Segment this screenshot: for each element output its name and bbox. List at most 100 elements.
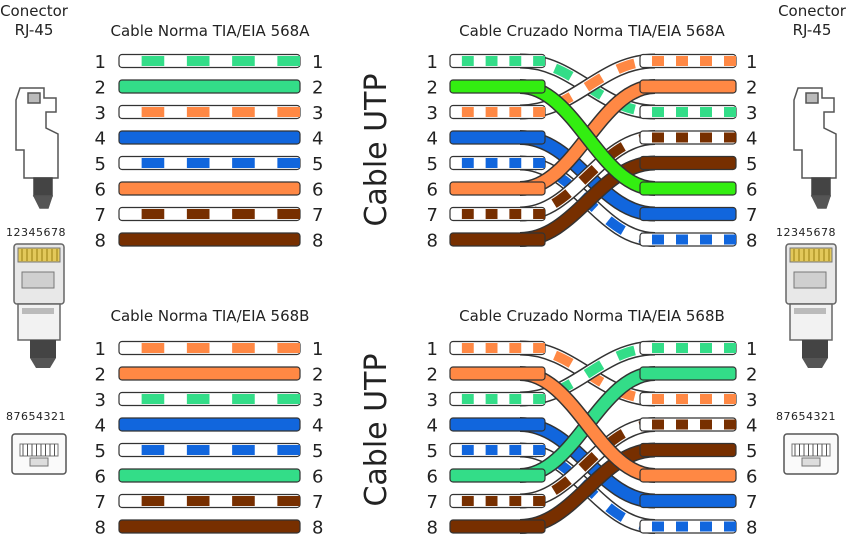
pin-order-bottom: 87654321: [6, 410, 66, 423]
solid-wire: [118, 181, 301, 196]
pin-number: 6: [746, 180, 757, 201]
pin-number: 2: [427, 78, 438, 99]
solid-wire: [449, 181, 546, 196]
pin-number: 5: [312, 441, 323, 462]
pin-number: 6: [427, 467, 438, 488]
solid-wire: [449, 79, 546, 94]
right-connector-column: Conector RJ-45 12345678 87654321: [776, 2, 847, 475]
solid-wire: [118, 79, 301, 94]
left-connector-subtitle: RJ-45: [15, 21, 54, 39]
solid-wire: [449, 519, 546, 534]
pin-number: 6: [95, 180, 106, 201]
striped-wire: [449, 53, 546, 69]
striped-wire: [118, 340, 301, 356]
pin-number: 1: [746, 52, 757, 73]
pin-number: 5: [746, 154, 757, 175]
panel-title: Cable Cruzado Norma TIA/EIA 568A: [459, 22, 725, 40]
rj45-side-icon: [793, 87, 837, 209]
solid-wire: [118, 232, 301, 247]
right-connector-title: Conector: [778, 2, 847, 20]
striped-wire: [449, 155, 546, 171]
pin-number: 6: [312, 180, 323, 201]
pin-number: 8: [427, 518, 438, 539]
pin-number: 2: [746, 365, 757, 386]
pin-number: 4: [95, 129, 106, 150]
pin-number: 8: [746, 231, 757, 252]
striped-wire: [639, 340, 737, 356]
striped-wire: [449, 104, 546, 120]
solid-wire: [118, 366, 301, 381]
striped-wire: [449, 442, 546, 458]
pin-number: 7: [427, 205, 438, 226]
vertical-label-top: Cable UTP: [359, 73, 394, 226]
left-connector-title: Conector: [0, 2, 69, 20]
pin-number: 8: [312, 231, 323, 252]
rj45-front-icon: [13, 243, 65, 368]
pin-number: 7: [95, 205, 106, 226]
solid-wire: [449, 468, 546, 483]
pin-number: 4: [746, 416, 757, 437]
solid-wire: [449, 130, 546, 145]
right-connector-subtitle: RJ-45: [793, 21, 832, 39]
pin-order-top: 12345678: [6, 226, 66, 239]
pin-number: 6: [746, 467, 757, 488]
solid-wire: [639, 442, 737, 458]
pin-number: 4: [746, 129, 757, 150]
pin-order-bottom: 87654321: [776, 410, 836, 423]
pin-number: 2: [312, 78, 323, 99]
striped-wire: [118, 53, 301, 69]
striped-wire: [118, 104, 301, 120]
solid-wire: [639, 79, 737, 94]
solid-wire: [639, 493, 737, 509]
pin-number: 4: [95, 416, 106, 437]
solid-wire: [449, 417, 546, 432]
pin-number: 8: [95, 231, 106, 252]
striped-wire: [449, 391, 546, 407]
striped-wire: [639, 417, 737, 432]
pin-number: 5: [746, 441, 757, 462]
rj45-front-icon: [785, 243, 837, 368]
solid-wire: [118, 417, 301, 432]
rj45-jack-icon: [783, 433, 839, 475]
pin-order-top: 12345678: [776, 226, 836, 239]
striped-wire: [118, 155, 301, 171]
pin-number: 1: [427, 339, 438, 360]
striped-wire: [449, 493, 546, 509]
pin-number: 4: [312, 416, 323, 437]
pin-number: 1: [312, 52, 323, 73]
pin-number: 2: [746, 78, 757, 99]
vertical-label-bottom: Cable UTP: [359, 353, 394, 506]
pin-number: 2: [427, 365, 438, 386]
pin-number: 6: [427, 180, 438, 201]
striped-wire: [639, 232, 737, 247]
pin-number: 3: [312, 390, 323, 411]
solid-wire: [639, 155, 737, 171]
pin-number: 4: [427, 129, 438, 150]
pin-number: 8: [312, 518, 323, 539]
striped-wire: [118, 493, 301, 509]
striped-wire: [639, 104, 737, 120]
pin-number: 7: [746, 205, 757, 226]
solid-wire: [449, 366, 546, 381]
pin-number: 7: [95, 492, 106, 513]
pin-number: 7: [312, 205, 323, 226]
pin-number: 7: [312, 492, 323, 513]
solid-wire: [639, 366, 737, 381]
pin-number: 5: [312, 154, 323, 175]
pin-number: 2: [95, 78, 106, 99]
pin-number: 8: [427, 231, 438, 252]
panel-crossover-568b: Cable Cruzado Norma TIA/EIA 568B 1 2 3 4 5 6 7…: [427, 307, 758, 539]
pin-number: 1: [95, 52, 106, 73]
striped-wire: [118, 206, 301, 222]
striped-wire: [449, 206, 546, 222]
solid-wire: [118, 519, 301, 534]
pin-number: 2: [312, 365, 323, 386]
pin-number: 3: [95, 390, 106, 411]
striped-wire: [639, 130, 737, 145]
pin-number: 5: [427, 441, 438, 462]
solid-wire: [449, 232, 546, 247]
panel-straight-568b: Cable Norma TIA/EIA 568B 1 1 2 2 3 3 4 4 5 5 6 6 7 7 8…: [95, 307, 324, 539]
pin-number: 2: [95, 365, 106, 386]
pin-number: 5: [95, 154, 106, 175]
